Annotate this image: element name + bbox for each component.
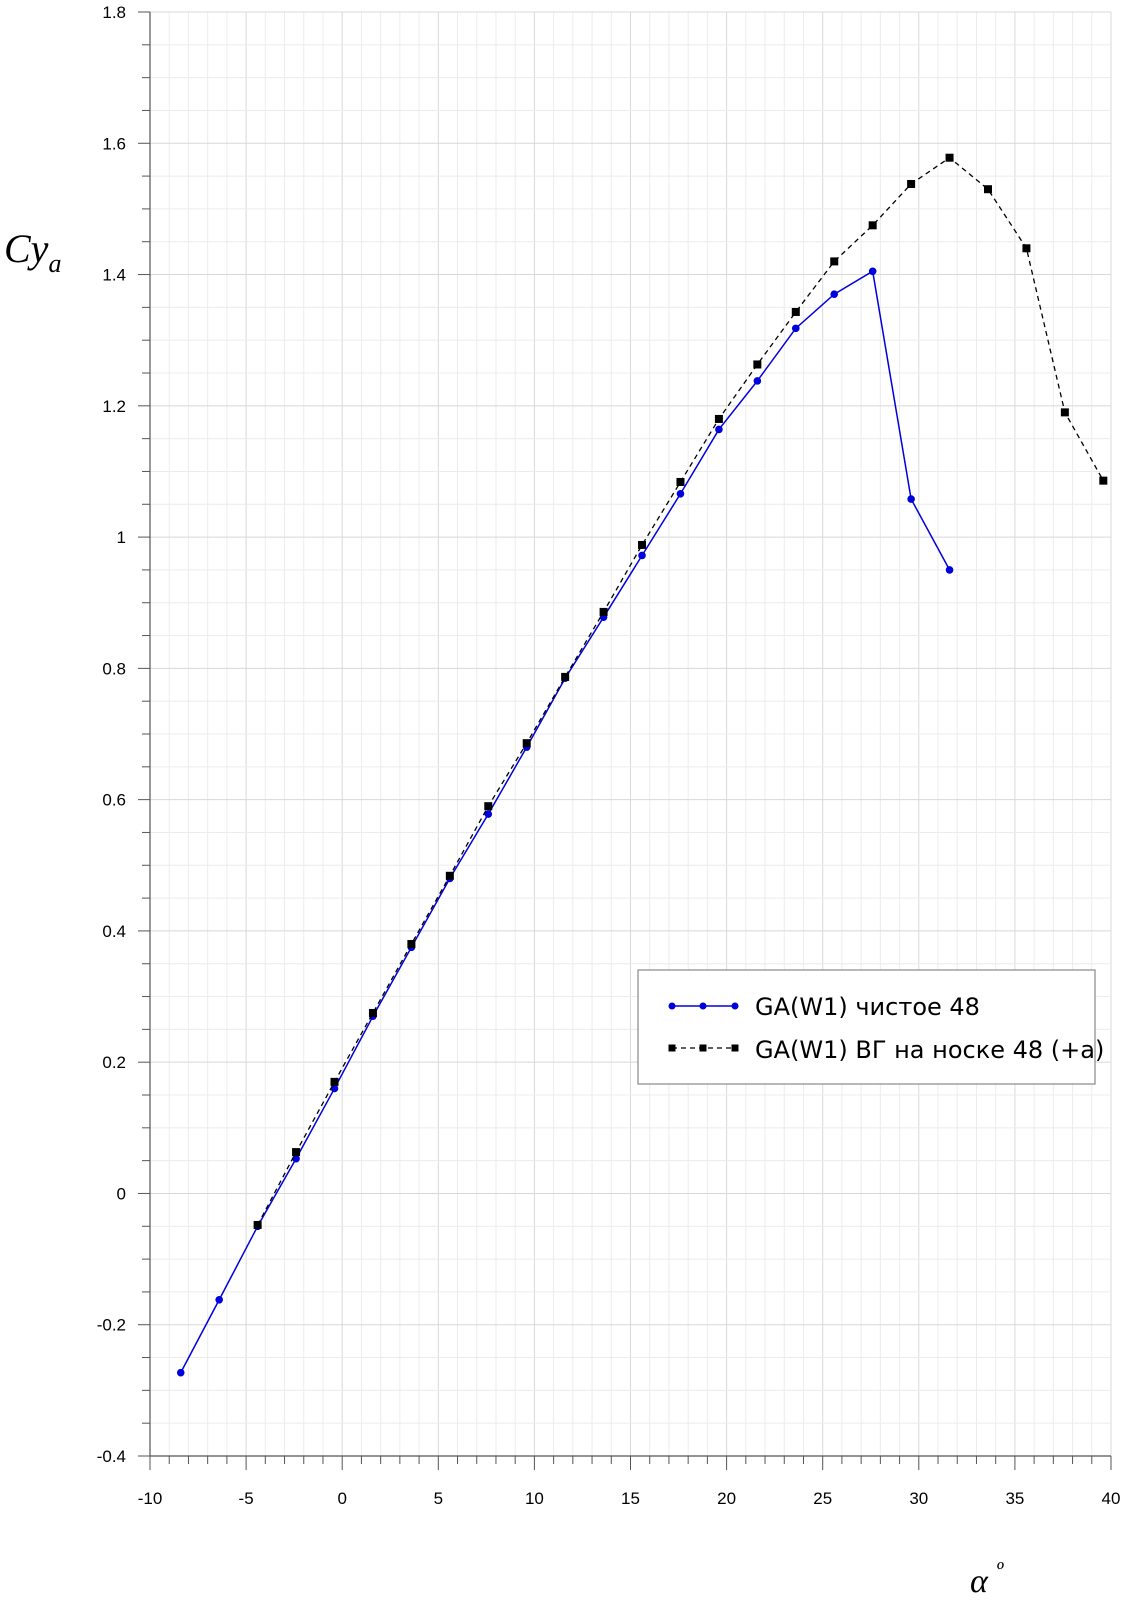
data-point-square [1060, 408, 1069, 417]
data-point-circle [676, 489, 685, 498]
data-point-square [407, 940, 416, 949]
axes: -10 -5 0 5 10 15 20 25 30 35 40 -0.4 -0.2 0 0.2 0.4 0.6 0… [97, 3, 1121, 1508]
data-point-square [1022, 244, 1031, 253]
y-tick-label: 1 [117, 528, 126, 547]
data-point-square [599, 607, 608, 616]
y-tick-label: -0.4 [97, 1447, 126, 1466]
data-point-square [983, 185, 992, 194]
data-point-circle [484, 810, 493, 818]
y-tick-label: -0.2 [97, 1316, 126, 1335]
series-layer [176, 153, 1108, 1377]
x-tick-label: 35 [1005, 1489, 1024, 1508]
legend-marker-square [668, 1044, 676, 1052]
x-tick-label: 5 [434, 1489, 443, 1508]
legend-entry-clean: GA(W1) чистое 48 [668, 993, 980, 1021]
series-line-0 [180, 270, 951, 1373]
x-tick-label: 15 [621, 1489, 640, 1508]
data-point-square [522, 739, 531, 748]
data-point-circle [830, 290, 839, 299]
data-point-square [368, 1008, 377, 1017]
x-tick-label: 40 [1102, 1489, 1121, 1508]
data-point-square [676, 477, 685, 486]
data-point-circle [791, 324, 800, 333]
grid [149, 11, 1112, 1457]
data-point-square [484, 802, 493, 811]
data-point-circle [868, 267, 877, 276]
data-point-square [714, 414, 723, 423]
x-tick-label: -5 [239, 1489, 254, 1508]
y-tick-label: 1.4 [102, 266, 126, 285]
legend-box [637, 969, 1096, 1085]
data-point-circle [945, 566, 954, 574]
data-point-square [1099, 476, 1108, 485]
data-point-circle [753, 377, 762, 385]
x-tick-label: 0 [337, 1489, 346, 1508]
data-point-circle [176, 1368, 185, 1377]
x-tick-label: 25 [813, 1489, 832, 1508]
data-point-square [330, 1077, 339, 1086]
data-point-square [561, 672, 570, 681]
data-point-circle [907, 495, 915, 503]
x-tick-label: 20 [717, 1489, 736, 1508]
legend-marker-circle [668, 1002, 676, 1010]
y-axis-label: Cya [4, 226, 61, 278]
data-point-square [292, 1148, 301, 1157]
legend-label-clean: GA(W1) чистое 48 [755, 993, 980, 1021]
legend: GA(W1) чистое 48 GA(W1) ВГ на носке 48 (… [637, 969, 1104, 1085]
data-point-square [945, 153, 954, 162]
legend-entry-vg: GA(W1) ВГ на носке 48 (+a) [668, 1036, 1104, 1064]
data-point-circle [715, 425, 723, 434]
y-tick-label: 0.6 [102, 791, 126, 810]
data-point-square [907, 179, 916, 188]
data-point-square [830, 257, 839, 266]
data-point-circle [215, 1295, 223, 1304]
y-tick-label: 0.4 [102, 922, 126, 941]
data-point-square [253, 1220, 262, 1229]
y-tick-label: 0 [117, 1184, 126, 1203]
data-point-square [868, 221, 877, 230]
x-tick-label: 10 [525, 1489, 544, 1508]
y-tick-label: 0.2 [102, 1053, 126, 1072]
data-point-square [791, 307, 800, 316]
data-point-square [753, 360, 762, 369]
y-tick-label: 1.6 [102, 134, 126, 153]
y-tick-label: 0.8 [102, 659, 126, 678]
data-point-square [445, 871, 454, 880]
y-tick-label: 1.8 [102, 3, 126, 22]
x-tick-label: 30 [909, 1489, 928, 1508]
y-tick-label: 1.2 [102, 397, 126, 416]
legend-label-vg: GA(W1) ВГ на носке 48 (+a) [755, 1036, 1104, 1064]
data-point-circle [292, 1154, 300, 1163]
data-point-circle [638, 551, 646, 560]
data-point-square [638, 540, 647, 549]
x-tick-label: -10 [138, 1489, 163, 1508]
